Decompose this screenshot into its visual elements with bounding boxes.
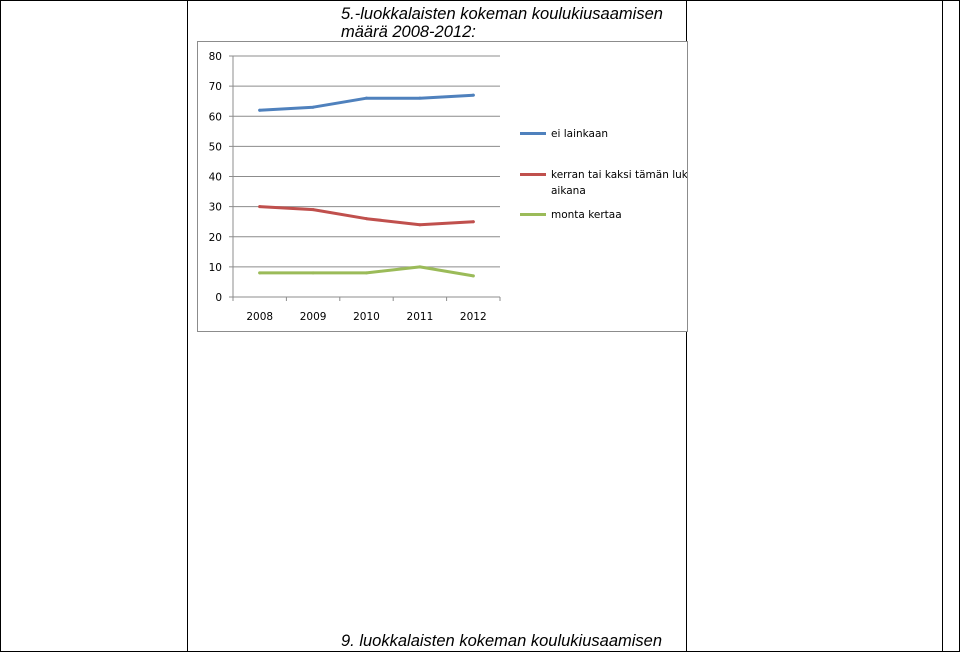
x-tick-label: 2012: [460, 311, 487, 323]
x-tick-label: 2009: [300, 311, 327, 323]
y-tick-label: 0: [215, 292, 222, 304]
data-point: [418, 265, 422, 269]
heading-bottom: 9. luokkalaisten kokeman koulukiusaamise…: [341, 632, 663, 650]
data-point: [311, 271, 315, 275]
series-line-2: [258, 205, 475, 227]
data-point: [471, 274, 475, 278]
heading-line-2: määrä 2008-2012:: [341, 23, 476, 41]
x-tick-label: 2011: [407, 311, 434, 323]
legend-label-3: monta kertaa: [551, 209, 622, 221]
y-tick-label: 40: [209, 172, 222, 184]
data-point: [258, 205, 262, 209]
column-divider-right: [942, 0, 943, 652]
legend-label-1: ei lainkaan: [551, 128, 608, 140]
data-point: [365, 217, 368, 221]
data-point: [258, 271, 262, 275]
data-point: [418, 223, 422, 227]
y-tick-label: 50: [209, 141, 222, 153]
heading-line-1: 5.-luokkalaisten kokeman koulukiusaamise…: [341, 5, 663, 23]
x-tick-label: 2008: [246, 311, 273, 323]
x-tick-label: 2010: [353, 311, 380, 323]
y-tick-label: 70: [209, 81, 222, 93]
data-point: [471, 93, 475, 97]
column-divider-left: [187, 0, 188, 652]
data-point: [311, 208, 315, 212]
data-point: [471, 220, 475, 224]
y-tick-label: 80: [209, 51, 222, 63]
data-point: [365, 271, 368, 275]
chart-container: 0 10 20 30 40 50 60 70 80 2008 2009 2010 2011 2012 ei …: [197, 41, 733, 332]
y-tick-label: 10: [209, 262, 222, 274]
data-point: [258, 108, 262, 112]
y-tick-label: 60: [209, 111, 222, 123]
y-tick-label: 20: [209, 232, 222, 244]
y-tick-label: 30: [209, 202, 222, 214]
data-point: [365, 96, 368, 100]
line-chart: 0 10 20 30 40 50 60 70 80 2008 2009 2010 2011 2012 ei …: [209, 51, 733, 323]
data-point: [311, 105, 315, 109]
data-point: [418, 96, 422, 100]
legend-label-2: kerran tai kaksi tämän lukukaudenaikana: [551, 169, 687, 197]
